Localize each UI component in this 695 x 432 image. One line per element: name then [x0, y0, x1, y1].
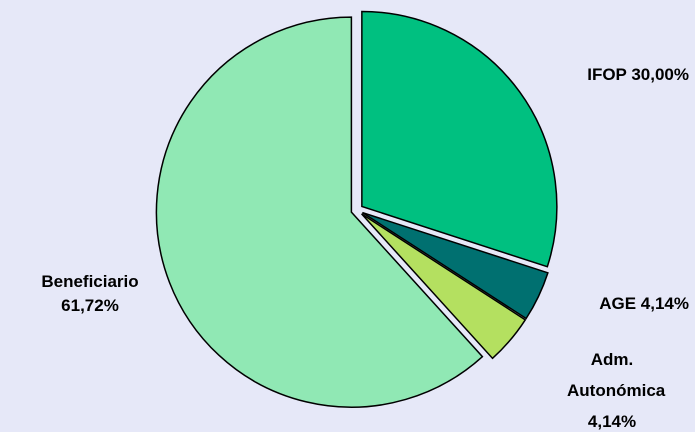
- slice-label: AGE 4,14%: [599, 293, 689, 314]
- slice-label: Adm. Autonómica 4,14%: [552, 344, 672, 432]
- value-label: 61,72%: [61, 296, 119, 315]
- category-label: IFOP: [587, 65, 627, 84]
- value-label: 4,14%: [640, 294, 689, 313]
- value-label: 4,14%: [587, 412, 637, 431]
- slice-label: IFOP 30,00%: [587, 64, 689, 85]
- pie-slice: [155, 16, 484, 408]
- pie-slice: [361, 10, 558, 268]
- pie-slice: [361, 213, 527, 360]
- category-label: AGE: [599, 294, 637, 313]
- category-label: Beneficiario: [41, 272, 139, 291]
- value-label: 30,00%: [631, 65, 689, 84]
- category-label: Adm. Autonómica: [567, 350, 666, 400]
- pie-slice: [362, 211, 549, 320]
- slice-label: Beneficiario 61,72%: [10, 270, 170, 318]
